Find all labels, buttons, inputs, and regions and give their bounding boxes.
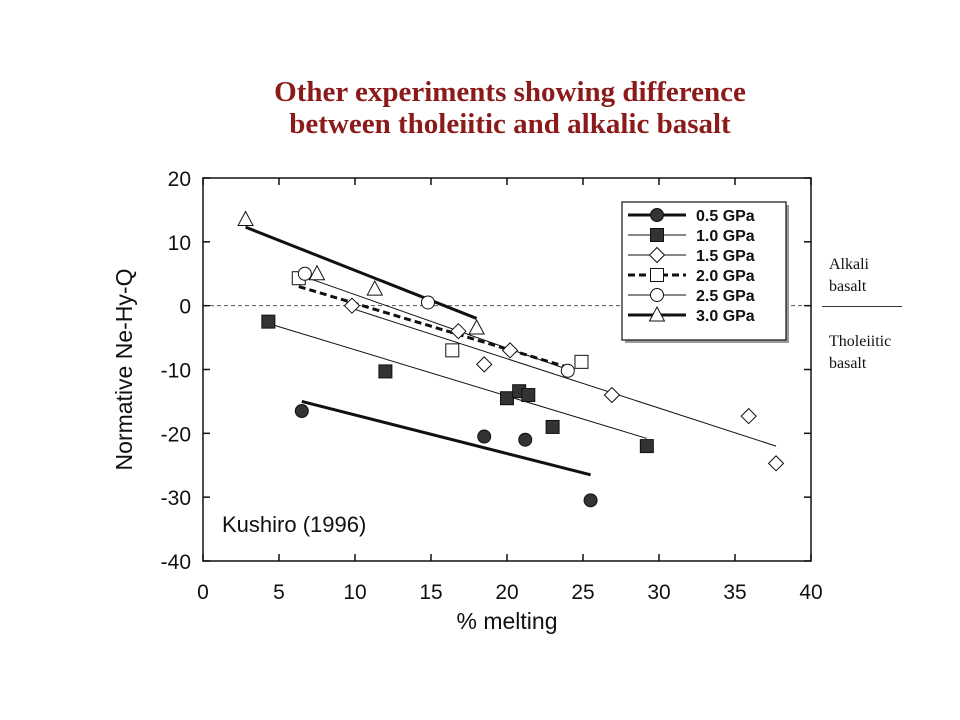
legend-label: 2.5 GPa (696, 288, 755, 305)
data-point (603, 386, 621, 404)
data-point (518, 432, 533, 447)
data-point (366, 280, 384, 296)
legend-label: 0.5 GPa (696, 208, 755, 225)
basalt-divider (822, 306, 902, 307)
fit-line (304, 276, 568, 370)
data-point (740, 407, 757, 425)
legend-marker (648, 305, 666, 322)
points-0-5-gpa (294, 403, 598, 508)
y-tick-label: 10 (168, 232, 191, 255)
source-annotation: Kushiro (1996) (222, 512, 366, 537)
data-point (560, 363, 575, 378)
data-point (297, 266, 312, 281)
legend: 0.5 GPa 1.0 GPa 1.5 GPa 2.0 GPa 2.5 GPa 3.0 G… (621, 201, 789, 343)
x-tick-label: 25 (571, 581, 594, 604)
series-0-5-gpa (301, 399, 591, 477)
legend-marker (650, 228, 664, 242)
data-point (767, 455, 785, 472)
data-point (378, 364, 393, 379)
fit-line (301, 399, 591, 477)
alkali-basalt-label: Alkali basalt (829, 254, 869, 298)
data-point (237, 210, 254, 226)
x-tick-label: 10 (343, 581, 366, 604)
points-1-5-gpa (343, 297, 785, 472)
fit-line (268, 323, 647, 439)
slide-title: Other experiments showing difference bet… (0, 76, 960, 140)
data-point (545, 419, 560, 434)
x-tick-label: 35 (723, 581, 746, 604)
data-point (475, 356, 493, 373)
x-tick-label: 5 (273, 581, 285, 604)
data-point (639, 439, 654, 454)
points-2-0-gpa (291, 271, 589, 369)
y-axis-label: Normative Ne-Hy-Q (111, 269, 137, 471)
data-point (477, 429, 492, 444)
series-1-0-gpa (268, 323, 647, 439)
legend-marker (648, 246, 666, 264)
points-3-0-gpa (237, 210, 485, 335)
tholeiitic-basalt-label-line-2: basalt (829, 355, 867, 372)
legend-label: 3.0 GPa (696, 308, 755, 325)
legend-marker (650, 288, 664, 302)
data-point (308, 264, 326, 281)
legend-label: 1.5 GPa (696, 248, 755, 265)
data-point (294, 403, 309, 418)
data-point (261, 314, 276, 329)
legend-box (621, 201, 787, 341)
y-tick-label: -10 (161, 360, 191, 383)
x-tick-label: 15 (419, 581, 442, 604)
series-3-0-gpa (245, 225, 478, 320)
alkali-basalt-label-line-2: basalt (829, 278, 867, 295)
tholeiitic-basalt-label-line-1: Tholeiitic (829, 333, 892, 350)
data-point (521, 388, 536, 403)
fit-line (245, 225, 478, 320)
data-point (583, 493, 598, 508)
legend-label: 1.0 GPa (696, 228, 755, 245)
slide-title-line-1: Other experiments showing difference (274, 76, 746, 108)
data-point (343, 297, 361, 314)
series-2-5-gpa (304, 276, 568, 370)
data-point (500, 391, 514, 406)
y-tick-label: 20 (168, 168, 191, 191)
points-2-5-gpa (297, 266, 575, 378)
x-axis-label: % melting (457, 608, 558, 634)
tholeiitic-basalt-label: Tholeiitic basalt (829, 331, 891, 375)
legend-label: 2.0 GPa (696, 268, 755, 285)
legend-marker (650, 208, 664, 222)
x-tick-label: 0 (197, 581, 209, 604)
data-point (445, 343, 460, 358)
y-tick-label: -40 (161, 551, 191, 574)
x-tick-label: 40 (799, 581, 822, 604)
data-point (420, 295, 435, 310)
slide-title-line-2: between tholeiitic and alkalic basalt (289, 108, 731, 140)
x-tick-label: 30 (647, 581, 670, 604)
y-tick-label: -30 (161, 487, 191, 510)
series-1-5-gpa (347, 306, 777, 447)
points-1-0-gpa (261, 314, 654, 454)
data-point (450, 322, 467, 340)
y-tick-label: 0 (179, 296, 191, 319)
alkali-basalt-label-line-1: Alkali (829, 256, 869, 273)
y-tick-label: -20 (161, 423, 191, 446)
fit-line (347, 306, 777, 447)
data-point (468, 318, 485, 335)
legend-marker (650, 268, 664, 282)
x-tick-label: 20 (495, 581, 518, 604)
data-point (574, 354, 589, 369)
data-point (501, 342, 519, 359)
